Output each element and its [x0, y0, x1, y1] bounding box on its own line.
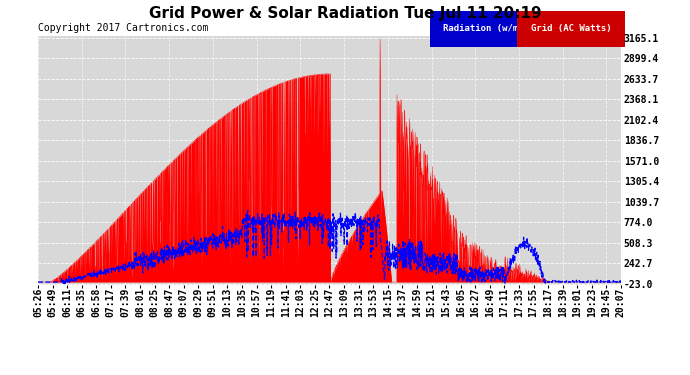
Text: Copyright 2017 Cartronics.com: Copyright 2017 Cartronics.com [38, 23, 208, 33]
Text: Radiation (w/m2): Radiation (w/m2) [443, 24, 529, 33]
Text: Grid (AC Watts): Grid (AC Watts) [531, 24, 611, 33]
Text: Grid Power & Solar Radiation Tue Jul 11 20:19: Grid Power & Solar Radiation Tue Jul 11 … [148, 6, 542, 21]
